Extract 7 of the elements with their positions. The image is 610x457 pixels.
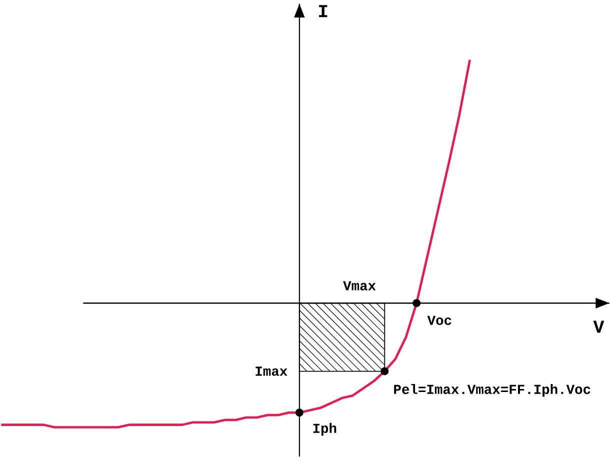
annotation: Voc (427, 316, 452, 325)
y-axis-title: I (319, 5, 328, 18)
annotation: Imax (256, 366, 288, 376)
annotation: Iph (313, 422, 336, 436)
annotation: Pel=Imax.Vmax=FF.Iph.Voc (394, 384, 590, 397)
text: V (593, 320, 604, 333)
annotation: Vmax (343, 281, 376, 290)
